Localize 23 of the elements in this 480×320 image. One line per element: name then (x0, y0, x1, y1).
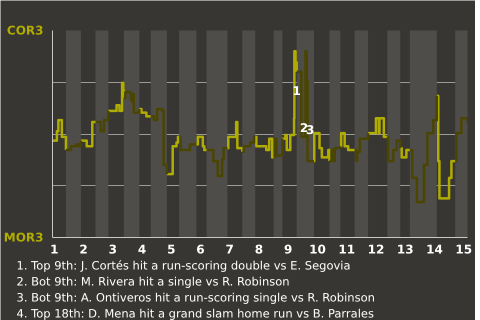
x-tick-label: 8 (254, 242, 264, 256)
x-tick-label: 3 (108, 242, 117, 256)
annotation: 1 (292, 84, 301, 98)
text: 3. Bot 9th: A. Ontiveros hit a run-scoring single vs R. Robinson (16, 290, 375, 304)
x-tick-label: 14 (426, 242, 443, 256)
x-tick-label: 13 (396, 242, 414, 256)
x-tick-label: 7 (226, 242, 234, 256)
x-tick-label: 10 (309, 242, 326, 256)
text: 2. Bot 9th: M. Rivera hit a single vs R. Robinson (16, 274, 290, 288)
x-tick-label: 1 (50, 242, 58, 256)
x-tick-label: 4 (138, 242, 146, 256)
x-tick-label: 12 (368, 242, 384, 256)
text: 4. Top 18th: D. Mena hit a grand slam home run vs B. Parrales (16, 306, 374, 320)
annotation: 3 (306, 122, 314, 137)
x-tick-label: 9 (284, 242, 292, 256)
x-tick-label: 11 (338, 242, 356, 256)
text: COR3 (6, 24, 44, 38)
x-tick-label: 15 (455, 242, 472, 256)
text: 1. Top 9th: J. Cortés hit a run-scoring double vs E. Segovia (16, 258, 351, 272)
text: MOR3 (4, 230, 44, 244)
x-tick-label: 5 (167, 242, 176, 256)
x-tick-label: 6 (196, 242, 205, 256)
x-tick-label: 2 (79, 242, 88, 256)
